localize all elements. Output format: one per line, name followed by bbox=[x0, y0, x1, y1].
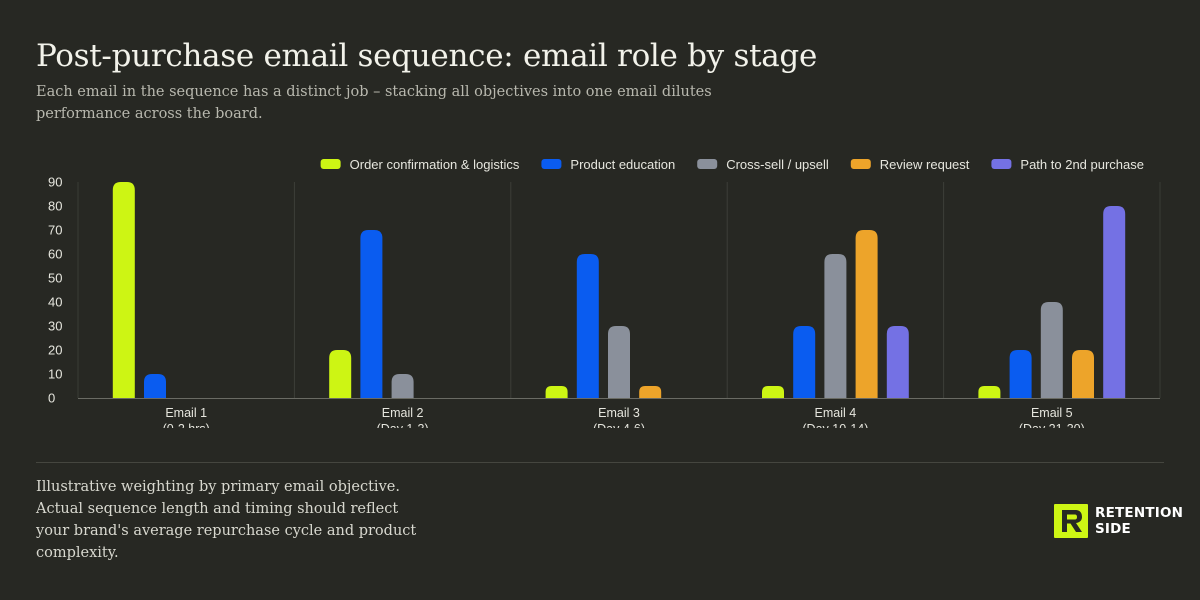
y-axis: 0 10 20 30 40 50 60 70 80 90 bbox=[48, 175, 62, 406]
chart-legend: Path to 2nd purchase Review request Cross-… bbox=[320, 157, 1144, 172]
bar bbox=[762, 386, 784, 398]
y-tick-label: 30 bbox=[48, 319, 62, 334]
bar bbox=[1040, 302, 1063, 398]
footer-divider bbox=[36, 462, 1164, 463]
x-tick-label: Email 2 bbox=[382, 406, 424, 420]
y-tick-label: 40 bbox=[48, 295, 62, 310]
legend-swatch bbox=[320, 159, 341, 169]
bar bbox=[608, 326, 630, 398]
bar bbox=[793, 326, 816, 398]
legend-swatch bbox=[697, 159, 718, 169]
x-tick-sublabel: (Day 1-3) bbox=[377, 422, 429, 436]
y-tick-label: 0 bbox=[48, 391, 55, 406]
y-tick-label: 80 bbox=[48, 199, 62, 214]
x-tick-sublabel: (0-2 hrs) bbox=[163, 422, 210, 436]
bar bbox=[978, 386, 1001, 398]
y-tick-label: 70 bbox=[48, 223, 62, 238]
retention-side-logo-icon bbox=[1054, 504, 1088, 538]
x-tick-label: Email 4 bbox=[815, 406, 857, 420]
bar bbox=[391, 374, 414, 398]
bar bbox=[639, 386, 662, 398]
bar bbox=[329, 350, 352, 398]
chart-bars bbox=[112, 182, 1126, 398]
legend-label: Cross-sell / upsell bbox=[726, 157, 829, 172]
y-tick-label: 20 bbox=[48, 343, 62, 358]
bar bbox=[545, 386, 568, 398]
y-tick-label: 90 bbox=[48, 175, 62, 190]
legend-swatch bbox=[991, 159, 1012, 169]
legend-swatch bbox=[850, 159, 871, 169]
bar bbox=[886, 326, 909, 398]
x-tick-label: Email 5 bbox=[1031, 406, 1073, 420]
chart-subtitle: Each email in the sequence has a distinc… bbox=[36, 84, 712, 122]
brand-logo: RETENTION SIDE bbox=[1054, 503, 1183, 539]
bar bbox=[824, 254, 847, 398]
x-tick-sublabel: (Day 21-30) bbox=[1019, 422, 1085, 436]
y-tick-label: 10 bbox=[48, 367, 62, 382]
logo-wordmark: RETENTION SIDE bbox=[1095, 505, 1183, 537]
logo-line-2: SIDE bbox=[1095, 521, 1131, 537]
bar bbox=[1072, 350, 1094, 398]
bar bbox=[144, 374, 166, 398]
y-tick-label: 50 bbox=[48, 271, 62, 286]
x-tick-sublabel: (Day 4-6) bbox=[593, 422, 645, 436]
bar bbox=[576, 254, 599, 398]
bar bbox=[1009, 350, 1032, 398]
bar bbox=[112, 182, 135, 398]
footnote: Illustrative weighting by primary email … bbox=[36, 479, 417, 561]
bar bbox=[855, 230, 878, 398]
x-axis: Email 1 (0-2 hrs) Email 2 (Day 1-3) Email 3 (… bbox=[163, 406, 1085, 436]
legend-swatch bbox=[541, 159, 562, 169]
legend-label: Product education bbox=[570, 157, 675, 172]
y-tick-label: 60 bbox=[48, 247, 62, 262]
x-tick-label: Email 1 bbox=[165, 406, 207, 420]
x-tick-sublabel: (Day 10-14) bbox=[802, 422, 868, 436]
legend-label: Review request bbox=[880, 157, 970, 172]
bar-chart: Path to 2nd purchase Review request Cross-… bbox=[48, 157, 1161, 436]
legend-label: Path to 2nd purchase bbox=[1020, 157, 1144, 172]
bar bbox=[360, 230, 383, 398]
legend-label: Order confirmation & logistics bbox=[350, 157, 520, 172]
bar bbox=[1103, 206, 1126, 398]
chart-grid bbox=[77, 182, 1161, 399]
x-tick-label: Email 3 bbox=[598, 406, 640, 420]
logo-line-1: RETENTION bbox=[1095, 505, 1184, 521]
chart-title: Post-purchase email sequence: email role… bbox=[36, 38, 817, 74]
